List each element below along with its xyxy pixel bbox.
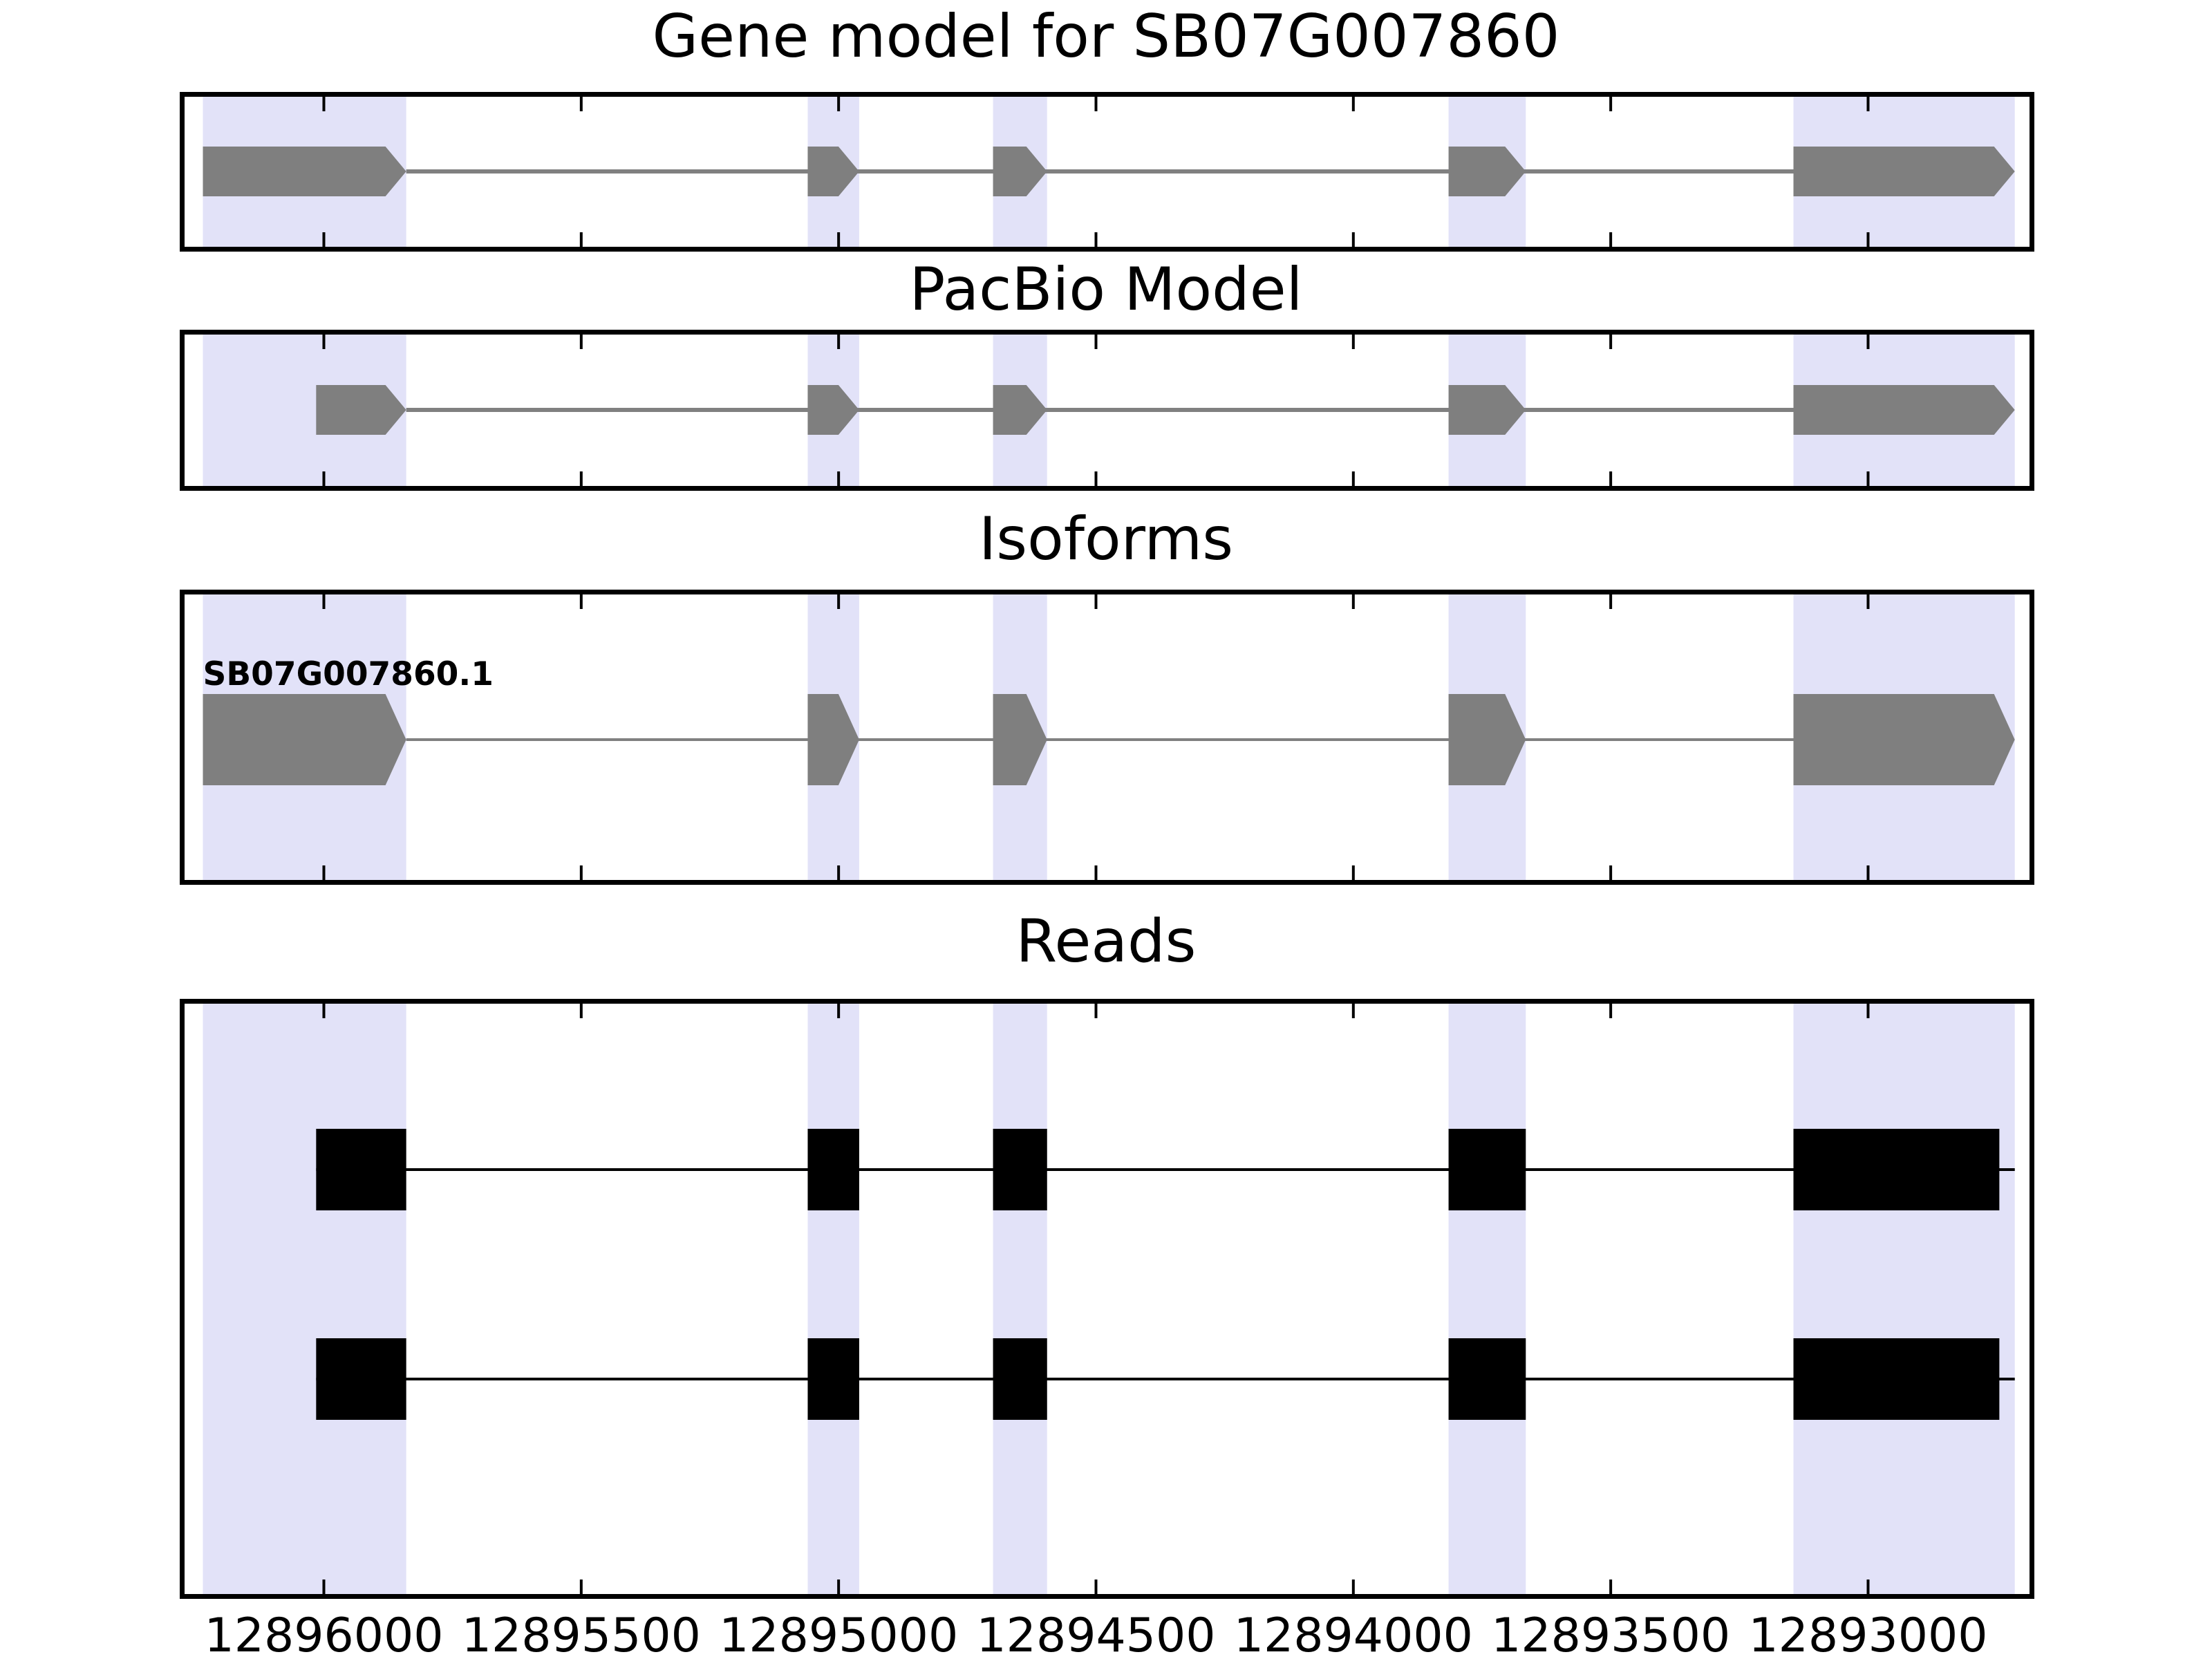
title-pacbio-model: PacBio Model [909, 255, 1303, 324]
exon-arrow [1448, 694, 1526, 785]
exon-arrow [1793, 694, 2015, 785]
reads-track-canvas [203, 1004, 2015, 1594]
title-reads: Reads [1015, 907, 1197, 976]
x-tick-label: 12895500 [461, 1609, 701, 1659]
exon-arrow [993, 147, 1047, 196]
read-exon-block [807, 1129, 859, 1210]
read-exon-block [993, 1129, 1047, 1210]
title-isoforms: Isoforms [978, 505, 1234, 574]
x-tick-label: 12894500 [976, 1609, 1216, 1659]
exon-highlight-band [993, 1004, 1047, 1594]
exon-arrow [993, 694, 1047, 785]
exon-highlight-band [203, 1004, 406, 1594]
exon-arrow [1793, 147, 2015, 196]
x-tick-label: 12896000 [204, 1609, 444, 1659]
exon-arrow [807, 694, 859, 785]
x-tick-label: 12894000 [1233, 1609, 1473, 1659]
exon-arrow [1448, 147, 1526, 196]
read-exon-block [993, 1338, 1047, 1420]
x-tick-label: 12893000 [1748, 1609, 1988, 1659]
exon-arrow [807, 147, 859, 196]
exon-highlight-band [1793, 1004, 2015, 1594]
read-exon-block [1448, 1129, 1526, 1210]
panel-reads [180, 999, 2034, 1599]
title-gene-model: Gene model for SB07G007860 [652, 2, 1560, 71]
read-exon-block [316, 1338, 406, 1420]
exon-arrow [993, 385, 1047, 435]
exon-highlight-band [1448, 1004, 1526, 1594]
exon-arrow [1448, 385, 1526, 435]
read-exon-block [807, 1338, 859, 1420]
exon-arrow [203, 147, 406, 196]
gene-model-track-canvas [203, 97, 2015, 247]
x-tick-label: 12895000 [719, 1609, 959, 1659]
read-exon-block [1793, 1129, 2000, 1210]
exon-arrow [807, 385, 859, 435]
isoforms-track-canvas [203, 594, 2015, 880]
read-exon-block [1793, 1338, 2000, 1420]
exon-arrow [316, 385, 406, 435]
panel-isoforms [180, 590, 2034, 885]
read-exon-block [316, 1129, 406, 1210]
read-exon-block [1448, 1338, 1526, 1420]
panel-pacbio-model [180, 330, 2034, 491]
isoform-label: SB07G007860.1 [203, 655, 494, 693]
pacbio-track-canvas [203, 335, 2015, 486]
exon-arrow [203, 694, 406, 785]
exon-highlight-band [807, 1004, 859, 1594]
x-tick-label: 12893500 [1491, 1609, 1731, 1659]
exon-arrow [1793, 385, 2015, 435]
panel-gene-model [180, 92, 2034, 252]
